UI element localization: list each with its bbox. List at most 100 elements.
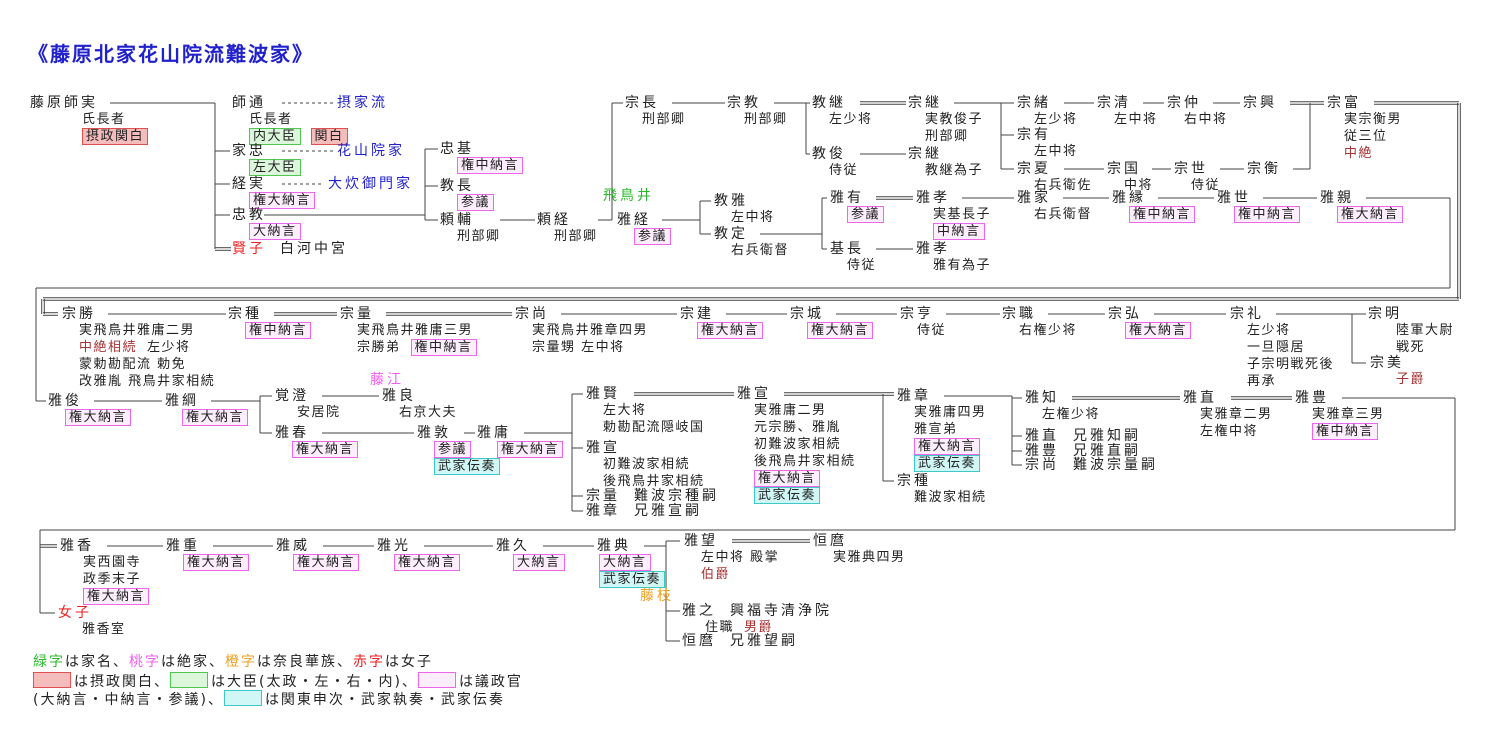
person-name: 飛鳥井 — [603, 188, 654, 204]
text-segment: 後飛鳥井家相続 — [603, 474, 705, 489]
legend-swatch-m — [417, 672, 456, 688]
person-note: 権大納言 — [497, 441, 564, 458]
text-segment: 子宗明戦死後 — [1247, 357, 1335, 372]
person-node: 宗富 実宗衡男 従三位 中絶 — [1327, 95, 1402, 162]
text-segment: 武家伝奏 — [914, 455, 981, 472]
text-segment: 権大納言 — [292, 441, 359, 458]
person-note: 権大納言 — [807, 322, 874, 339]
person-node: 恒麿 兄雅望嗣 — [682, 633, 798, 649]
person-name: 宗夏 — [1017, 161, 1092, 177]
text-segment: 雅宣弟 — [914, 422, 958, 437]
person-node: 宗世 侍従 — [1174, 161, 1220, 194]
person-note: 雅有為子 — [933, 257, 991, 274]
person-node: 賢子 白河中宮 — [232, 241, 348, 257]
text-segment: 雅久 — [496, 538, 530, 554]
text-segment: 権大納言 — [914, 438, 981, 455]
text-segment: 宗国 — [1107, 161, 1141, 177]
person-node: 雅直 兄雅知嗣 — [1025, 428, 1141, 444]
person-note: 刑部卿 — [554, 228, 598, 245]
person-node: 宗種 権中納言 — [228, 306, 312, 339]
text-segment: 権大納言 — [497, 441, 564, 458]
text-segment: 恒麿 — [813, 533, 847, 549]
text-segment: 侍従 — [847, 258, 877, 273]
person-node: 宗職 右権少将 — [1002, 306, 1077, 339]
person-node: 雅豊 実雅章三男 権中納言 — [1295, 390, 1385, 440]
person-note: 子爵 — [1396, 371, 1425, 388]
person-node: 家忠 左大臣 — [232, 143, 301, 176]
text-segment: 権大納言 — [249, 192, 316, 209]
person-name: 宗職 — [1002, 306, 1077, 322]
person-note: 初難波家相続 — [603, 456, 705, 473]
person-note: 権大納言 — [293, 554, 360, 571]
person-note: 内大臣 関白 — [249, 128, 348, 145]
person-note: 権大納言 — [1125, 322, 1192, 339]
person-name: 宗量 — [340, 306, 477, 322]
text-segment: 教雅 — [714, 193, 748, 209]
person-name: 藤江 — [370, 372, 404, 388]
text-segment: 侍従 — [829, 163, 859, 178]
text-segment: 難波宗種嗣 — [634, 488, 719, 504]
person-note: 中将 — [1124, 177, 1153, 194]
text-segment: 宗尚 — [515, 306, 549, 322]
person-name: 経実 — [232, 176, 315, 192]
text-segment: 雅春 — [275, 425, 309, 441]
person-note: 左少将 — [829, 111, 873, 128]
text-segment: 経実 — [232, 176, 266, 192]
person-node: 宗明 陸軍大尉 戦死 — [1368, 306, 1454, 356]
person-name: 雅久 — [496, 538, 565, 554]
person-node: 雅知 左権少将 — [1025, 390, 1100, 423]
person-note: 侍従 — [917, 322, 946, 339]
person-name: 宗有 — [1017, 127, 1078, 143]
person-node: 経実 権大納言 — [232, 176, 316, 209]
person-note: 従三位 — [1344, 128, 1402, 145]
person-name: 雅直 兄雅知嗣 — [1025, 428, 1141, 444]
text-segment: 宗富 — [1327, 95, 1361, 111]
text-segment: 雅家 — [1017, 190, 1051, 206]
text-segment: 宗尚 — [1025, 457, 1059, 473]
page-title: 《藤原北家花山院流難波家》 — [28, 42, 314, 66]
person-name: 雅家 — [1017, 190, 1092, 206]
text-segment: 桃字 — [129, 654, 161, 670]
person-node: 雅家 右兵衛督 — [1017, 190, 1092, 223]
text-segment: 右京大夫 — [399, 405, 458, 420]
text-segment: 緑字 — [33, 654, 65, 670]
person-note: 住職 男爵 — [705, 619, 832, 636]
text-segment: 実西園寺 — [83, 555, 142, 570]
text-segment: 男爵 — [744, 620, 774, 635]
person-name: 雅豊 兄雅直嗣 — [1025, 443, 1141, 459]
legend-swatch-r — [33, 672, 71, 688]
branch-label: 大炊御門家 — [328, 176, 413, 192]
text-segment: 権中納言 — [410, 339, 477, 356]
person-name: 教雅 — [714, 193, 775, 209]
person-note: 権大納言 — [249, 192, 316, 209]
text-segment: 宗継 — [908, 95, 942, 111]
text-segment: 刑部卿 — [744, 112, 788, 127]
text-segment: 権中納言 — [1234, 206, 1301, 223]
person-name: 宗継 — [908, 95, 983, 111]
text-segment: 権大納言 — [807, 322, 874, 339]
text-segment: 再承 — [1247, 374, 1277, 389]
person-note: 氏長者 — [249, 111, 348, 128]
text-segment: 雅世 — [1217, 190, 1251, 206]
person-node: 雅章 兄雅宣嗣 — [586, 503, 702, 519]
person-node: 師通 氏長者 内大臣 関白 — [232, 95, 348, 145]
person-note: 刑部卿 — [744, 111, 788, 128]
person-node: 教長 参議 — [440, 178, 495, 211]
person-name: 宗種 — [228, 306, 311, 322]
person-node: 藤原師実 氏長者 摂政関白 — [30, 95, 149, 145]
text-segment: 橙字 — [225, 654, 257, 670]
text-segment: 難波宗量嗣 — [1073, 457, 1158, 473]
person-name: 忠基 — [440, 141, 523, 157]
text-segment: は議政官 — [458, 674, 523, 690]
person-note: 右兵衛佐 — [1034, 177, 1092, 194]
text-segment: 左中将 — [731, 210, 775, 225]
text-segment: 雅孝 — [916, 241, 950, 257]
person-note: 改雅胤 飛鳥井家相続 — [79, 373, 215, 390]
person-name: 雅縁 — [1112, 190, 1195, 206]
person-name: 雅之 興福寺清浄院 — [682, 603, 832, 619]
text-segment: は奈良華族、 — [257, 654, 353, 670]
text-segment: 雅章 — [586, 503, 620, 519]
person-name: 雅俊 — [48, 393, 131, 409]
person-note: 実飛鳥井雅庸二男 — [79, 322, 215, 339]
person-name: 雅世 — [1217, 190, 1300, 206]
